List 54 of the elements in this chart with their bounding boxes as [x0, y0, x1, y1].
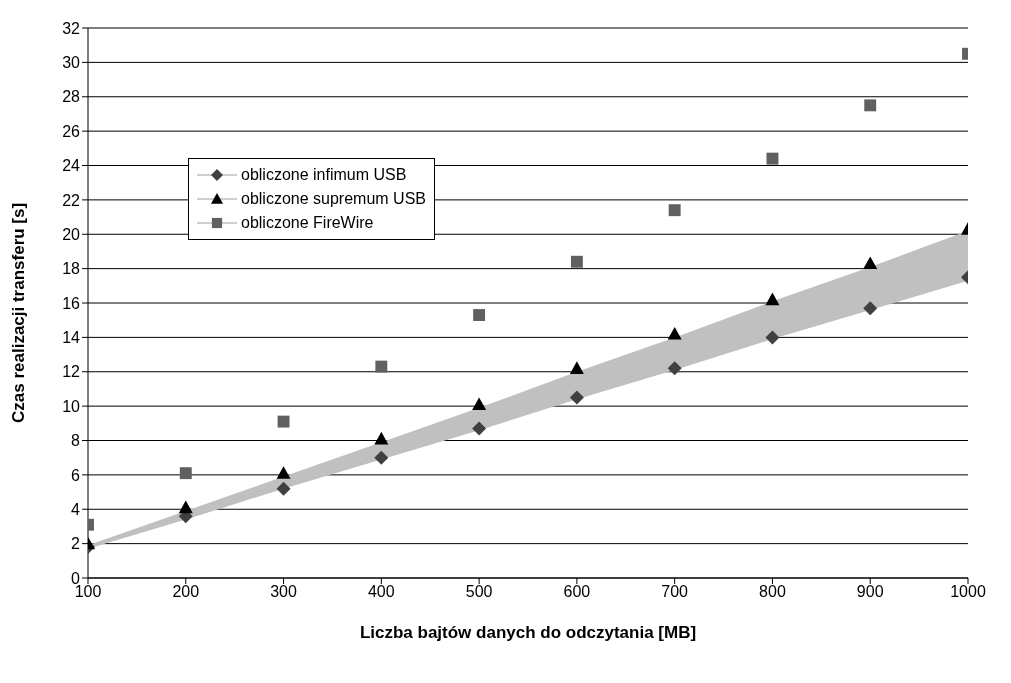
point — [179, 467, 192, 480]
point — [864, 99, 877, 112]
x-tick-label: 200 — [172, 583, 200, 601]
x-tick-label: 400 — [367, 583, 395, 601]
y-tick-label: 6 — [71, 466, 81, 484]
point — [472, 421, 487, 436]
point — [668, 204, 681, 217]
point — [766, 152, 779, 165]
point — [667, 361, 682, 376]
y-tick-label: 8 — [71, 432, 81, 450]
legend-label: obliczone FireWire — [241, 214, 374, 232]
x-tick-label: 300 — [270, 583, 297, 601]
point — [276, 466, 291, 479]
point — [374, 431, 389, 445]
point — [569, 361, 584, 374]
legend-label: obliczone infimum USB — [241, 166, 407, 184]
point — [765, 330, 780, 345]
point — [472, 397, 487, 411]
point — [374, 450, 389, 465]
y-axis-title: Czas realizacji transferu [s] — [9, 202, 29, 423]
y-tick-label: 22 — [62, 191, 81, 209]
point — [277, 415, 290, 428]
y-tick-label: 32 — [62, 19, 81, 37]
x-tick-label: 100 — [74, 583, 102, 601]
y-tick-label: 28 — [62, 88, 81, 106]
y-tick-label: 12 — [62, 363, 81, 381]
y-tick-label: 2 — [71, 535, 81, 553]
y-tick-label: 14 — [62, 329, 81, 347]
point — [178, 500, 193, 514]
x-axis-title: Liczba bajtów danych do odczytania [MB] — [359, 623, 697, 642]
point — [276, 481, 291, 496]
point — [863, 256, 878, 270]
point — [473, 309, 486, 321]
y-tick-label: 26 — [62, 122, 81, 140]
y-tick-label: 24 — [62, 157, 81, 175]
y-tick-label: 16 — [62, 294, 81, 312]
point — [375, 360, 388, 373]
point — [863, 301, 878, 316]
point — [667, 326, 682, 340]
y-tick-label: 10 — [62, 397, 81, 415]
point — [570, 255, 583, 268]
point — [765, 292, 780, 306]
x-tick-label: 600 — [563, 583, 591, 601]
y-tick-label: 18 — [62, 260, 81, 278]
y-tick-label: 30 — [62, 54, 81, 72]
y-tick-label: 20 — [62, 225, 81, 243]
x-tick-label: 1000 — [950, 583, 986, 601]
x-tick-label: 800 — [759, 583, 786, 601]
x-tick-label: 900 — [856, 583, 884, 601]
point — [569, 390, 584, 405]
x-tick-label: 700 — [661, 583, 689, 601]
legend-label: obliczone supremum USB — [241, 190, 426, 208]
y-tick-label: 4 — [71, 500, 81, 518]
x-tick-label: 500 — [465, 583, 493, 601]
